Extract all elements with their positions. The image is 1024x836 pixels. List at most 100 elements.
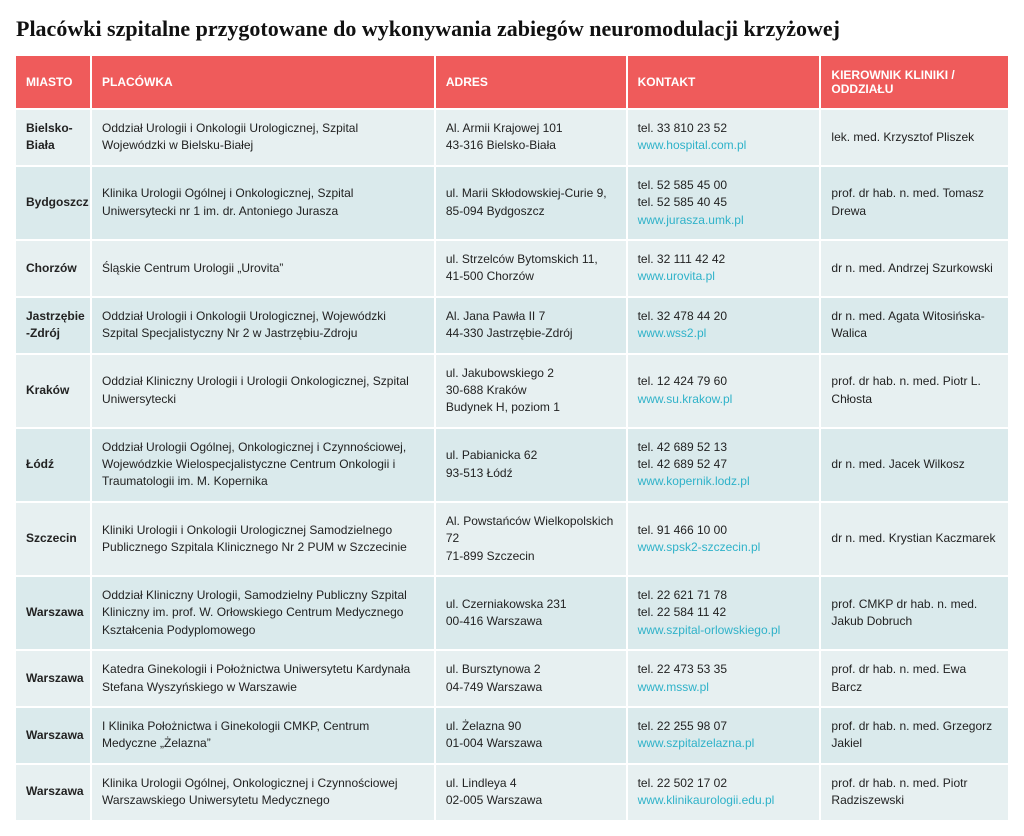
cell-contact: tel. 22 621 71 78tel. 22 584 11 42www.sz…	[627, 576, 821, 650]
contact-phone: tel. 42 689 52 47	[638, 457, 727, 471]
cell-facility: Oddział Urologii Ogólnej, Onkologicznej …	[91, 428, 435, 502]
contact-phone: tel. 32 478 44 20	[638, 309, 727, 323]
address-line: Al. Powstańców Wielkopolskich 72	[446, 514, 613, 545]
contact-link[interactable]: www.spsk2-szczecin.pl	[638, 540, 761, 554]
cell-city: Warszawa	[16, 707, 91, 764]
contact-link[interactable]: www.urovita.pl	[638, 269, 715, 283]
cell-city: Jastrzębie -Zdrój	[16, 297, 91, 354]
cell-contact: tel. 32 478 44 20 www.wss2.pl	[627, 297, 821, 354]
address-line: 43-316 Bielsko-Biała	[446, 138, 556, 152]
contact-phone: tel. 22 502 17 02	[638, 776, 727, 790]
cell-facility: Oddział Kliniczny Urologii, Samodzielny …	[91, 576, 435, 650]
cell-head: lek. med. Krzysztof Pliszek	[820, 109, 1008, 166]
cell-facility: Klinika Urologii Ogólnej i Onkologicznej…	[91, 166, 435, 240]
cell-address: ul. Czerniakowska 23100-416 Warszawa	[435, 576, 627, 650]
table-row: KrakówOddział Kliniczny Urologii i Urolo…	[16, 354, 1008, 428]
cell-city: Bielsko-Biała	[16, 109, 91, 166]
address-line: 02-005 Warszawa	[446, 793, 542, 807]
address-line: ul. Jakubowskiego 2	[446, 366, 554, 380]
cell-contact: tel. 42 689 52 13 tel. 42 689 52 47 www.ko…	[627, 428, 821, 502]
facilities-table: MIASTO PLACÓWKA ADRES KONTAKT KIEROWNIK …	[16, 56, 1008, 820]
cell-contact: tel. 52 585 45 00tel. 52 585 40 45www.ju…	[627, 166, 821, 240]
cell-head: prof. CMKP dr hab. n. med. Jakub Dobruch	[820, 576, 1008, 650]
cell-contact: tel. 12 424 79 60 www.su.krakow.pl	[627, 354, 821, 428]
table-row: SzczecinKliniki Urologii i Onkologii Uro…	[16, 502, 1008, 576]
cell-head: dr n. med. Agata Witosińska-Walica	[820, 297, 1008, 354]
cell-contact: tel. 33 810 23 52 www.hospital.com.pl	[627, 109, 821, 166]
cell-address: ul. Strzelców Bytomskich 11,41-500 Chorz…	[435, 240, 627, 297]
address-line: 01-004 Warszawa	[446, 736, 542, 750]
cell-address: ul. Lindleya 402-005 Warszawa	[435, 764, 627, 820]
table-row: WarszawaOddział Kliniczny Urologii, Samo…	[16, 576, 1008, 650]
table-row: Bielsko-BiałaOddział Urologii i Onkologi…	[16, 109, 1008, 166]
cell-contact: tel. 22 255 98 07 www.szpitalzelazna.pl	[627, 707, 821, 764]
cell-head: prof. dr hab. n. med. Grzegorz Jakiel	[820, 707, 1008, 764]
address-line: ul. Strzelców Bytomskich 11,	[446, 252, 598, 266]
contact-phone: tel. 33 810 23 52	[638, 121, 727, 135]
contact-phone: tel. 32 111 42 42	[638, 252, 726, 266]
contact-phone: tel. 42 689 52 13	[638, 440, 727, 454]
cell-address: ul. Marii Skłodowskiej-Curie 9,85-094 By…	[435, 166, 627, 240]
contact-phone: tel. 22 473 53 35	[638, 662, 727, 676]
contact-link[interactable]: www.hospital.com.pl	[638, 138, 747, 152]
address-line: 71-899 Szczecin	[446, 549, 535, 563]
contact-phone: tel. 22 621 71 78	[638, 588, 727, 602]
address-line: ul. Żelazna 90	[446, 719, 521, 733]
cell-city: Chorzów	[16, 240, 91, 297]
cell-facility: Śląskie Centrum Urologii „Urovita”	[91, 240, 435, 297]
cell-head: prof. dr hab. n. med. Tomasz Drewa	[820, 166, 1008, 240]
cell-city: Kraków	[16, 354, 91, 428]
contact-link[interactable]: www.szpital-orlowskiego.pl	[638, 623, 781, 637]
cell-head: prof. dr hab. n. med. Ewa Barcz	[820, 650, 1008, 707]
address-line: 93-513 Łódź	[446, 466, 513, 480]
table-row: Jastrzębie -ZdrójOddział Urologii i Onko…	[16, 297, 1008, 354]
contact-phone: tel. 22 255 98 07	[638, 719, 727, 733]
address-line: ul. Pabianicka 62	[446, 448, 537, 462]
col-header-contact: KONTAKT	[627, 56, 821, 109]
address-line: Budynek H, poziom 1	[446, 400, 560, 414]
cell-head: dr n. med. Krystian Kaczmarek	[820, 502, 1008, 576]
cell-address: Al. Powstańców Wielkopolskich 72 71-899 S…	[435, 502, 627, 576]
cell-head: dr n. med. Andrzej Szurkowski	[820, 240, 1008, 297]
table-row: WarszawaKatedra Ginekologii i Położnictw…	[16, 650, 1008, 707]
cell-city: Warszawa	[16, 576, 91, 650]
address-line: 30-688 Kraków	[446, 383, 527, 397]
contact-link[interactable]: www.szpitalzelazna.pl	[638, 736, 755, 750]
cell-address: ul. Żelazna 90 01-004 Warszawa	[435, 707, 627, 764]
address-line: ul. Bursztynowa 2	[446, 662, 541, 676]
cell-city: Warszawa	[16, 650, 91, 707]
address-line: Al. Jana Pawła II 7	[446, 309, 545, 323]
address-line: 04-749 Warszawa	[446, 680, 542, 694]
contact-phone: tel. 12 424 79 60	[638, 374, 727, 388]
table-row: ŁódźOddział Urologii Ogólnej, Onkologicz…	[16, 428, 1008, 502]
cell-address: Al. Jana Pawła II 7 44-330 Jastrzębie-Zdr…	[435, 297, 627, 354]
contact-link[interactable]: www.su.krakow.pl	[638, 392, 733, 406]
table-row: BydgoszczKlinika Urologii Ogólnej i Onko…	[16, 166, 1008, 240]
cell-city: Warszawa	[16, 764, 91, 820]
address-line: 00-416 Warszawa	[446, 614, 542, 628]
cell-facility: Kliniki Urologii i Onkologii Urologiczne…	[91, 502, 435, 576]
page-title: Placówki szpitalne przygotowane do wykon…	[16, 16, 1008, 42]
address-line: 44-330 Jastrzębie-Zdrój	[446, 326, 573, 340]
contact-phone: tel. 91 466 10 00	[638, 523, 727, 537]
cell-city: Szczecin	[16, 502, 91, 576]
cell-facility: I Klinika Położnictwa i Ginekologii CMKP…	[91, 707, 435, 764]
cell-head: prof. dr hab. n. med. Piotr L. Chłosta	[820, 354, 1008, 428]
cell-head: prof. dr hab. n. med. Piotr Radziszewski	[820, 764, 1008, 820]
cell-facility: Oddział Urologii i Onkologii Urologiczne…	[91, 297, 435, 354]
cell-facility: Oddział Urologii i Onkologii Urologiczne…	[91, 109, 435, 166]
contact-link[interactable]: www.jurasza.umk.pl	[638, 213, 744, 227]
col-header-address: ADRES	[435, 56, 627, 109]
col-header-facility: PLACÓWKA	[91, 56, 435, 109]
cell-head: dr n. med. Jacek Wilkosz	[820, 428, 1008, 502]
address-line: 85-094 Bydgoszcz	[446, 204, 545, 218]
table-row: WarszawaI Klinika Położnictwa i Ginekolo…	[16, 707, 1008, 764]
col-header-head: KIEROWNIK KLINIKI / ODDZIAŁU	[820, 56, 1008, 109]
cell-facility: Oddział Kliniczny Urologii i Urologii On…	[91, 354, 435, 428]
contact-link[interactable]: www.klinikaurologii.edu.pl	[638, 793, 775, 807]
contact-link[interactable]: www.wss2.pl	[638, 326, 707, 340]
cell-address: ul. Bursztynowa 2 04-749 Warszawa	[435, 650, 627, 707]
cell-city: Łódź	[16, 428, 91, 502]
contact-link[interactable]: www.mssw.pl	[638, 680, 709, 694]
contact-link[interactable]: www.kopernik.lodz.pl	[638, 474, 750, 488]
